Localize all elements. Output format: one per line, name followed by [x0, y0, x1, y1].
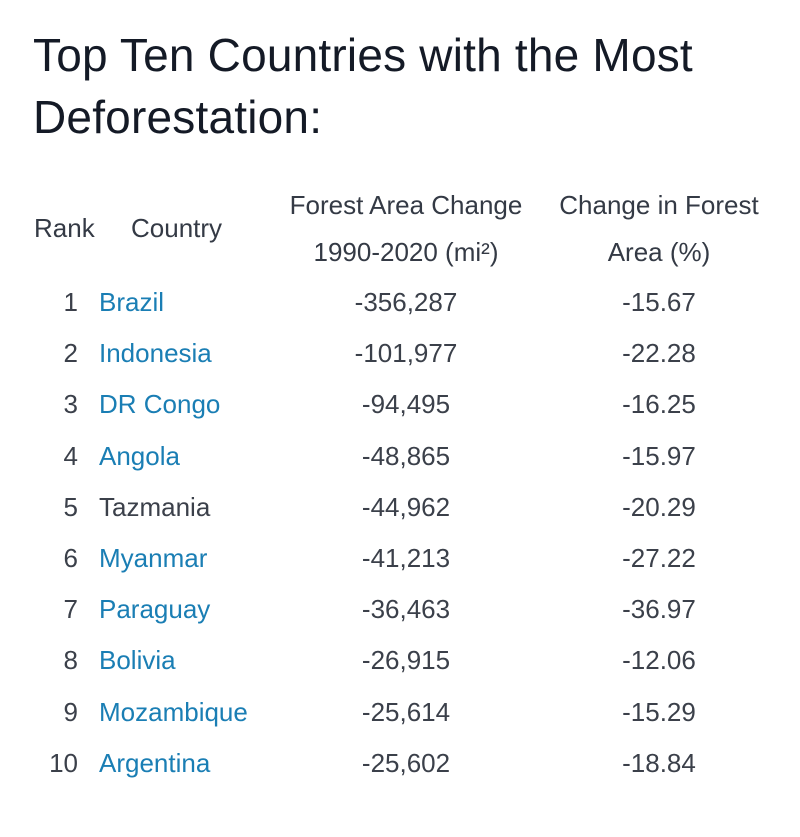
percent-change-cell: -15.29: [622, 696, 696, 727]
table-row: 4 Angola -48,865 -15.97: [0, 431, 800, 482]
country-link-indonesia[interactable]: Indonesia: [99, 338, 212, 369]
rank-cell: 1: [63, 287, 78, 317]
rank-cell: 3: [63, 389, 78, 420]
forest-change-cell: -26,915: [361, 645, 451, 676]
forest-change-cell: -36,463: [361, 594, 451, 625]
column-header-forest-area-change-line1: Forest Area Change: [289, 190, 523, 220]
rank-cell: 8: [63, 645, 78, 676]
rank-cell: 5: [63, 491, 78, 522]
table-row: 7 Paraguay -36,463 -36.97: [0, 584, 800, 635]
forest-change-cell: -41,213: [361, 542, 451, 573]
forest-change-cell: -94,495: [361, 389, 451, 420]
column-header-forest-area-change-line2: 1990-2020 (mi²): [313, 237, 499, 267]
table-row: 2 Indonesia -101,977 -22.28: [0, 328, 800, 379]
percent-change-cell: -12.06: [622, 645, 696, 676]
country-link-argentina[interactable]: Argentina: [99, 747, 211, 778]
forest-change-cell: -25,602: [361, 747, 451, 778]
column-header-rank: Rank: [34, 213, 95, 243]
percent-change-cell: -36.97: [622, 594, 696, 625]
table-row: 3 DR Congo -94,495 -16.25: [0, 379, 800, 430]
column-header-country: Country: [131, 213, 223, 243]
country-link-dr-congo[interactable]: DR Congo: [99, 389, 221, 420]
deforestation-table-body: 1 Brazil -356,287 -15.67 2 Indonesia -10…: [0, 277, 800, 789]
rank-cell: 7: [63, 594, 78, 625]
percent-change-cell: -27.22: [622, 542, 696, 573]
country-link-myanmar[interactable]: Myanmar: [99, 542, 208, 573]
percent-change-cell: -18.84: [622, 747, 696, 778]
country-link-mozambique[interactable]: Mozambique: [99, 696, 248, 727]
forest-change-cell: -356,287: [354, 287, 458, 317]
column-header-forest-area-change: Forest Area Change 1990-2020 (mi²): [272, 182, 540, 276]
forest-change-cell: -101,977: [354, 338, 458, 369]
country-link-paraguay[interactable]: Paraguay: [99, 594, 211, 625]
rank-cell: 9: [63, 696, 78, 727]
rank-cell: 6: [63, 542, 78, 573]
country-link-bolivia[interactable]: Bolivia: [99, 645, 176, 676]
table-row: 8 Bolivia -26,915 -12.06: [0, 635, 800, 686]
rank-cell: 2: [63, 338, 78, 369]
column-header-change-percent-line1: Change in Forest: [559, 190, 759, 220]
table-row: 1 Brazil -356,287 -15.67: [0, 277, 800, 328]
forest-change-cell: -48,865: [361, 440, 451, 471]
percent-change-cell: -20.29: [622, 491, 696, 522]
table-row: 6 Myanmar -41,213 -27.22: [0, 533, 800, 584]
table-row: 5 Tazmania -44,962 -20.29: [0, 482, 800, 533]
page-title: Top Ten Countries with the Most Deforest…: [33, 29, 693, 143]
table-row: 10 Argentina -25,602 -18.84: [0, 738, 800, 789]
country-link-brazil[interactable]: Brazil: [99, 287, 165, 317]
rank-cell: 4: [63, 440, 78, 471]
percent-change-cell: -15.67: [622, 287, 696, 317]
country-link-angola[interactable]: Angola: [99, 440, 180, 471]
column-header-change-percent-line2: Area (%): [607, 237, 711, 267]
percent-change-cell: -16.25: [622, 389, 696, 420]
forest-change-cell: -25,614: [361, 696, 451, 727]
percent-change-cell: -15.97: [622, 440, 696, 471]
forest-change-cell: -44,962: [361, 491, 451, 522]
column-header-change-percent: Change in Forest Area (%): [548, 182, 770, 276]
table-row: 9 Mozambique -25,614 -15.29: [0, 687, 800, 738]
rank-cell: 10: [49, 747, 78, 778]
percent-change-cell: -22.28: [622, 338, 696, 369]
country-name-tazmania: Tazmania: [99, 491, 211, 522]
